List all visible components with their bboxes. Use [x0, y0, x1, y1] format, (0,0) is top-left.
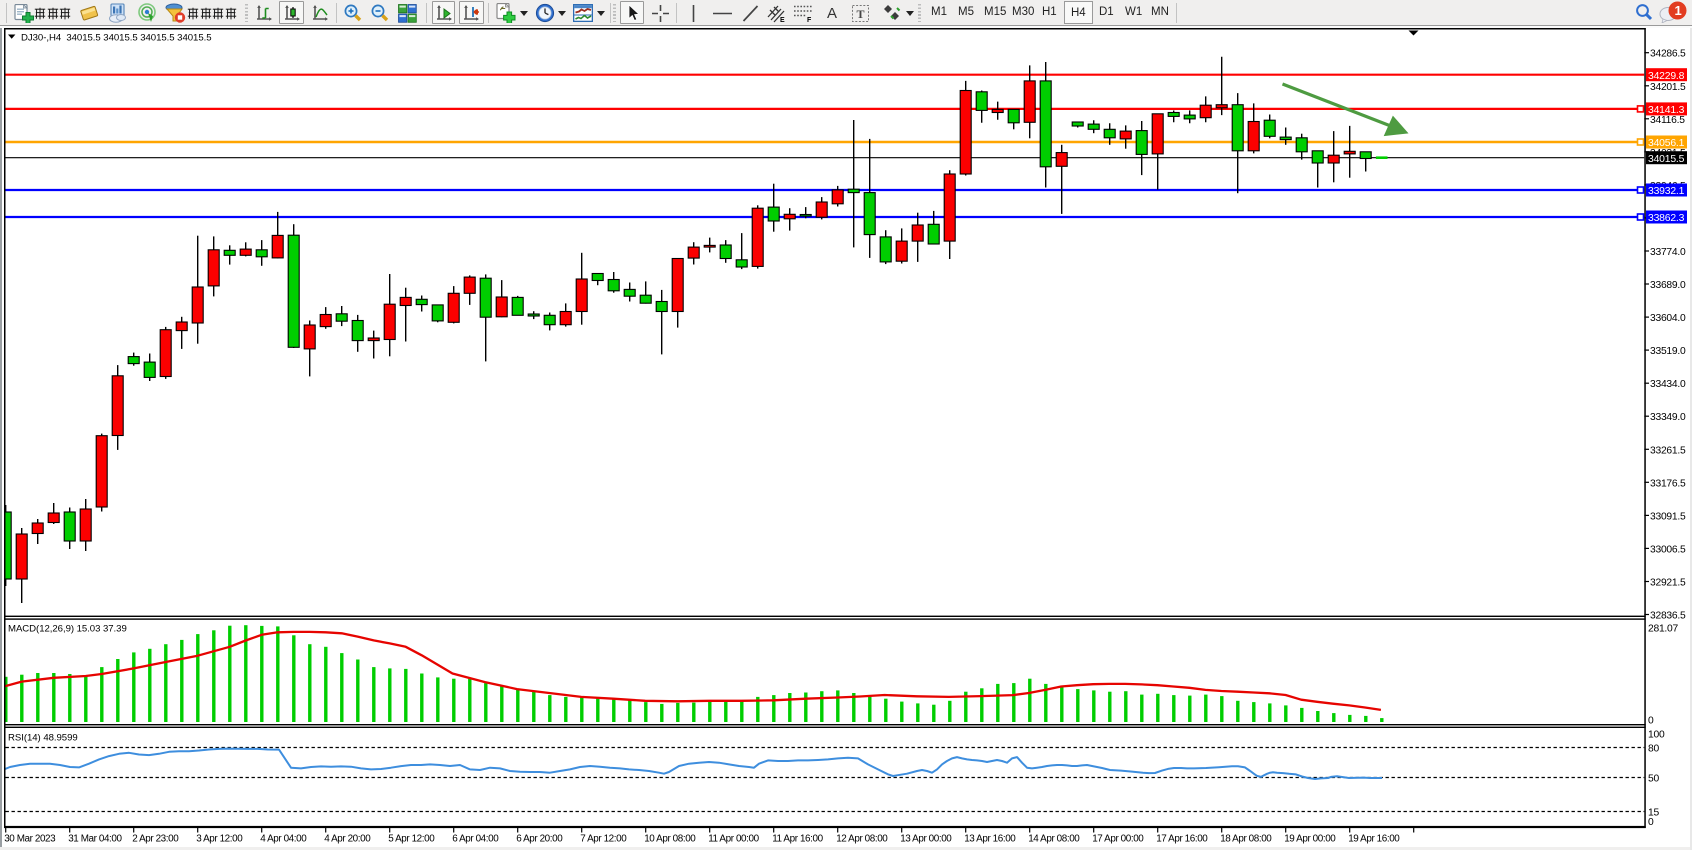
- svg-text:33689.0: 33689.0: [1650, 280, 1686, 291]
- svg-text:5 Apr 12:00: 5 Apr 12:00: [388, 834, 435, 845]
- svg-text:4 Apr 20:00: 4 Apr 20:00: [324, 834, 371, 845]
- svg-text:T: T: [857, 7, 865, 21]
- svg-text:11 Apr 00:00: 11 Apr 00:00: [708, 834, 759, 845]
- svg-text:0: 0: [1648, 817, 1654, 828]
- svg-text:33434.0: 33434.0: [1650, 379, 1686, 390]
- svg-text:11 Apr 16:00: 11 Apr 16:00: [772, 834, 823, 845]
- svg-text:19 Apr 00:00: 19 Apr 00:00: [1284, 834, 1336, 845]
- svg-text:33349.0: 33349.0: [1650, 412, 1686, 423]
- svg-text:17 Apr 16:00: 17 Apr 16:00: [1156, 834, 1208, 845]
- svg-text:30 Mar 2023: 30 Mar 2023: [4, 834, 56, 845]
- svg-text:33176.5: 33176.5: [1650, 478, 1686, 489]
- svg-text:34286.5: 34286.5: [1650, 49, 1686, 60]
- svg-text:13 Apr 16:00: 13 Apr 16:00: [964, 834, 1016, 845]
- svg-text:33862.3: 33862.3: [1648, 213, 1685, 224]
- svg-text:13 Apr 00:00: 13 Apr 00:00: [900, 834, 952, 845]
- svg-text:1: 1: [1675, 3, 1682, 18]
- svg-text:281.07: 281.07: [1648, 624, 1679, 635]
- svg-text:6 Apr 20:00: 6 Apr 20:00: [516, 834, 563, 845]
- svg-text:33261.5: 33261.5: [1650, 445, 1686, 456]
- svg-text:E: E: [780, 17, 785, 23]
- svg-text:33006.5: 33006.5: [1650, 544, 1686, 555]
- svg-text:RSI(14) 48.9599: RSI(14) 48.9599: [8, 733, 78, 744]
- svg-text:7 Apr 12:00: 7 Apr 12:00: [580, 834, 627, 845]
- svg-text:14 Apr 08:00: 14 Apr 08:00: [1028, 834, 1080, 845]
- svg-text:34141.3: 34141.3: [1648, 105, 1685, 116]
- svg-text:33091.5: 33091.5: [1650, 511, 1686, 522]
- svg-text:DJ30-,H4 34015.5 34015.5 3401: DJ30-,H4 34015.5 34015.5 34015.5 34015.5: [21, 33, 212, 44]
- svg-text:34056.1: 34056.1: [1648, 138, 1685, 149]
- svg-text:10 Apr 08:00: 10 Apr 08:00: [644, 834, 696, 845]
- svg-text:33932.1: 33932.1: [1648, 186, 1685, 197]
- svg-text:F: F: [807, 17, 812, 23]
- svg-text:15: 15: [1648, 807, 1659, 818]
- svg-text:100: 100: [1648, 730, 1665, 741]
- svg-text:33604.0: 33604.0: [1650, 313, 1686, 324]
- svg-text:3 Apr 12:00: 3 Apr 12:00: [196, 834, 243, 845]
- svg-text:34229.8: 34229.8: [1648, 71, 1685, 82]
- svg-text:31 Mar 04:00: 31 Mar 04:00: [68, 834, 122, 845]
- svg-text:32836.5: 32836.5: [1650, 611, 1686, 622]
- svg-text:6 Apr 04:00: 6 Apr 04:00: [452, 834, 499, 845]
- svg-text:4 Apr 04:00: 4 Apr 04:00: [260, 834, 307, 845]
- svg-text:19 Apr 16:00: 19 Apr 16:00: [1348, 834, 1400, 845]
- svg-text:34015.5: 34015.5: [1648, 154, 1685, 165]
- svg-text:34116.5: 34116.5: [1650, 115, 1685, 126]
- svg-text:0: 0: [1648, 716, 1654, 727]
- svg-text:MACD(12,26,9) 15.03 37.39: MACD(12,26,9) 15.03 37.39: [8, 624, 127, 635]
- svg-text:34201.5: 34201.5: [1650, 82, 1686, 93]
- svg-text:2 Apr 23:00: 2 Apr 23:00: [132, 834, 179, 845]
- svg-text:80: 80: [1648, 744, 1659, 755]
- svg-text:50: 50: [1648, 773, 1659, 784]
- svg-text:18 Apr 08:00: 18 Apr 08:00: [1220, 834, 1272, 845]
- svg-text:12 Apr 08:00: 12 Apr 08:00: [836, 834, 888, 845]
- svg-text:33774.0: 33774.0: [1650, 247, 1686, 258]
- svg-text:33519.0: 33519.0: [1650, 346, 1686, 357]
- svg-text:32921.5: 32921.5: [1650, 578, 1686, 589]
- svg-text:17 Apr 00:00: 17 Apr 00:00: [1092, 834, 1144, 845]
